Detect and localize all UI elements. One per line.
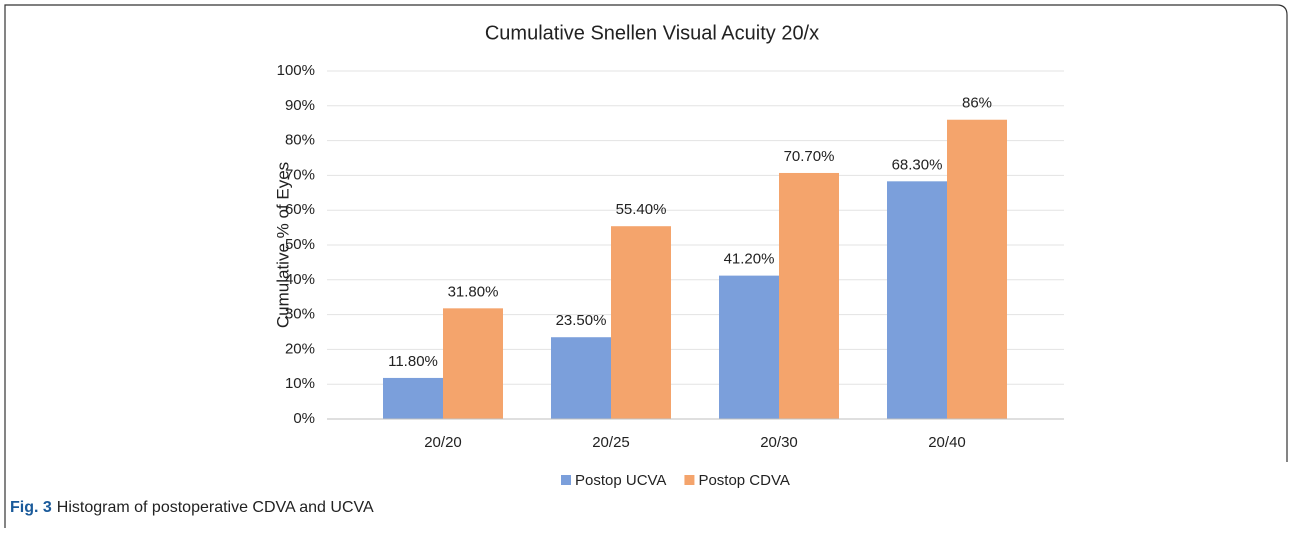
value-label: 86% <box>962 95 992 112</box>
bar <box>947 119 1007 419</box>
frame <box>4 4 1288 528</box>
value-label: 68.30% <box>892 156 943 173</box>
y-tick-label: 70% <box>285 166 315 183</box>
x-tick-label: 20/40 <box>928 434 966 451</box>
y-axis-label: Cumulative % of Eyes <box>273 162 292 328</box>
y-tick-label: 100% <box>277 62 315 79</box>
y-tick-label: 90% <box>285 97 315 114</box>
y-tick-label: 40% <box>285 271 315 288</box>
y-tick-label: 60% <box>285 201 315 218</box>
y-tick-label: 50% <box>285 236 315 253</box>
value-label: 11.80% <box>388 353 438 370</box>
y-tick-label: 80% <box>285 132 315 149</box>
y-tick-label: 30% <box>285 306 315 323</box>
bar <box>551 337 611 419</box>
bar <box>887 181 947 419</box>
value-label: 23.50% <box>556 312 607 329</box>
x-tick-label: 20/30 <box>760 434 798 451</box>
x-tick-label: 20/25 <box>592 434 630 451</box>
chart-title: Cumulative Snellen Visual Acuity 20/x <box>485 22 819 44</box>
y-tick-label: 20% <box>285 340 315 357</box>
y-tick-label: 10% <box>285 375 315 392</box>
caption-label: Fig. 3 <box>10 499 52 516</box>
value-label: 55.40% <box>616 201 667 218</box>
value-label: 41.20% <box>724 251 775 268</box>
bar <box>719 275 779 419</box>
bar <box>611 226 671 419</box>
x-tick-label: 20/20 <box>424 434 462 451</box>
legend-label: Postop CDVA <box>698 472 789 489</box>
bar <box>443 308 503 419</box>
legend-label: Postop UCVA <box>575 472 666 489</box>
value-label: 70.70% <box>784 148 835 165</box>
caption: Fig. 3 Histogram of postoperative CDVA an… <box>10 499 374 516</box>
legend-swatch <box>684 475 695 485</box>
bar <box>779 172 839 419</box>
caption-text: Histogram of postoperative CDVA and UCVA <box>57 499 374 516</box>
bar <box>383 377 443 419</box>
value-label: 31.80% <box>448 283 499 300</box>
legend-swatch <box>561 475 571 485</box>
y-tick-label: 0% <box>293 410 315 427</box>
